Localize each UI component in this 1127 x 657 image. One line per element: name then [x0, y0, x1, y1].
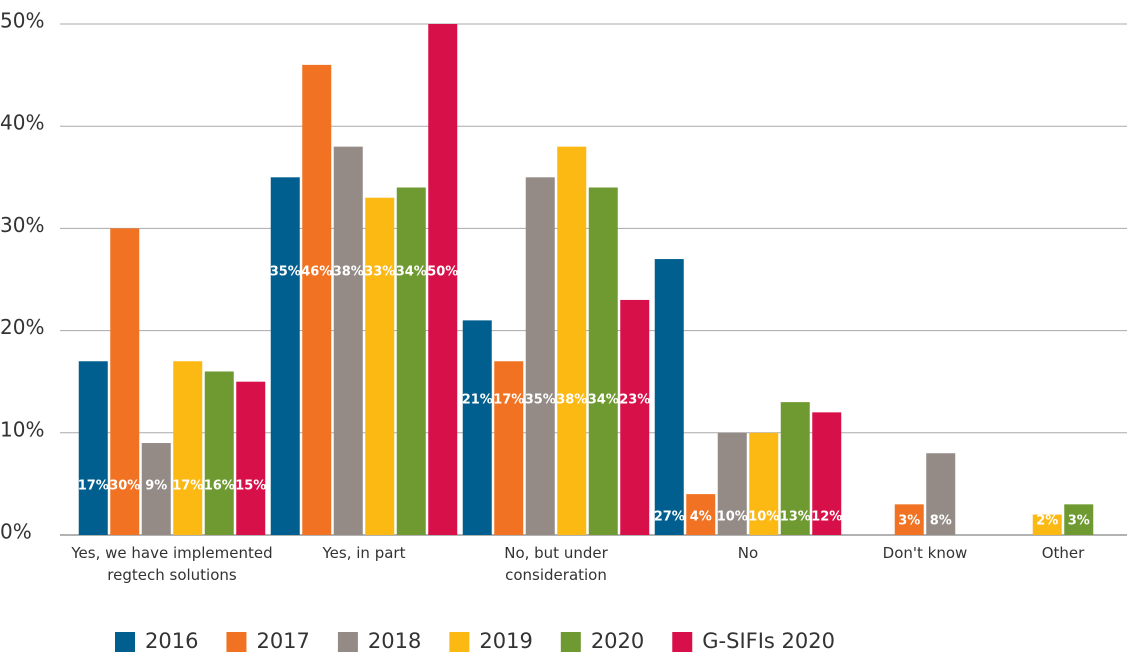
bar	[462, 320, 492, 535]
value-label: 17%	[172, 479, 203, 494]
bar	[204, 371, 234, 535]
value-label: 50%	[427, 265, 458, 280]
bar	[110, 228, 140, 535]
value-label: 3%	[1068, 514, 1090, 529]
bar	[365, 197, 395, 536]
value-label: 46%	[301, 265, 332, 280]
value-label: 12%	[811, 510, 842, 525]
value-label: 2%	[1036, 514, 1058, 529]
value-label: 17%	[493, 393, 524, 408]
value-label: 10%	[748, 510, 779, 525]
value-label: 35%	[525, 393, 556, 408]
bar	[333, 146, 363, 535]
value-label: 10%	[717, 510, 748, 525]
x-tick-label: Yes, we have implemented regtech solutio…	[71, 544, 273, 584]
value-label: 8%	[930, 514, 952, 529]
y-tick-label: 30%	[0, 213, 44, 237]
bar	[494, 361, 524, 535]
value-label: 4%	[690, 510, 712, 525]
legend-label: 2020	[591, 629, 644, 653]
x-tick-label: No, but under consideration	[504, 544, 608, 584]
legend-label: 2018	[368, 629, 421, 653]
y-tick-label: 0%	[0, 520, 32, 544]
value-label: 33%	[364, 265, 395, 280]
bar	[1064, 504, 1094, 535]
legend-label: G-SIFIs 2020	[702, 629, 835, 653]
bar	[428, 24, 458, 535]
value-label: 13%	[780, 510, 811, 525]
value-label: 21%	[462, 393, 493, 408]
bar	[780, 402, 810, 535]
bar	[620, 299, 650, 535]
legend-swatch	[560, 632, 581, 652]
legend-label: 2019	[479, 629, 532, 653]
y-tick-label: 50%	[0, 9, 44, 33]
value-label: 34%	[588, 393, 619, 408]
bar	[396, 187, 426, 535]
value-label: 30%	[109, 479, 140, 494]
bar	[749, 432, 779, 535]
y-tick-label: 20%	[0, 315, 44, 339]
bar	[654, 259, 684, 535]
bar	[236, 381, 266, 535]
value-label: 3%	[898, 514, 920, 529]
value-label: 34%	[396, 265, 427, 280]
value-label: 27%	[654, 510, 685, 525]
bar	[557, 146, 587, 535]
x-tick-label: Other	[1041, 544, 1085, 562]
bar	[141, 443, 171, 535]
x-tick-label: No	[737, 544, 759, 562]
bar	[894, 504, 924, 535]
x-tick-label: Don't know	[882, 544, 968, 562]
bar	[588, 187, 618, 535]
bar	[302, 64, 332, 535]
legend-swatch	[226, 632, 247, 652]
legend-label: 2016	[145, 629, 198, 653]
value-label: 38%	[556, 393, 587, 408]
bar	[812, 412, 842, 535]
bar	[78, 361, 108, 535]
bar	[686, 494, 716, 535]
value-label: 15%	[235, 479, 266, 494]
value-label: 16%	[204, 479, 235, 494]
value-label: 35%	[270, 265, 301, 280]
legend-swatch	[449, 632, 470, 652]
value-label: 17%	[78, 479, 109, 494]
value-label: 9%	[145, 479, 167, 494]
legend-swatch	[337, 632, 358, 652]
legend-label: 2017	[256, 629, 309, 653]
x-tick-label: Yes, in part	[322, 544, 406, 562]
bar	[1032, 514, 1062, 535]
legend-swatch	[115, 632, 135, 652]
value-label: 38%	[333, 265, 364, 280]
bar	[717, 432, 747, 535]
bar	[270, 177, 300, 536]
bar	[926, 453, 956, 535]
bar	[525, 177, 555, 536]
bar	[173, 361, 203, 535]
y-tick-label: 10%	[0, 417, 44, 441]
legend-swatch	[672, 632, 693, 652]
y-tick-label: 40%	[0, 111, 44, 135]
value-label: 23%	[619, 393, 650, 408]
